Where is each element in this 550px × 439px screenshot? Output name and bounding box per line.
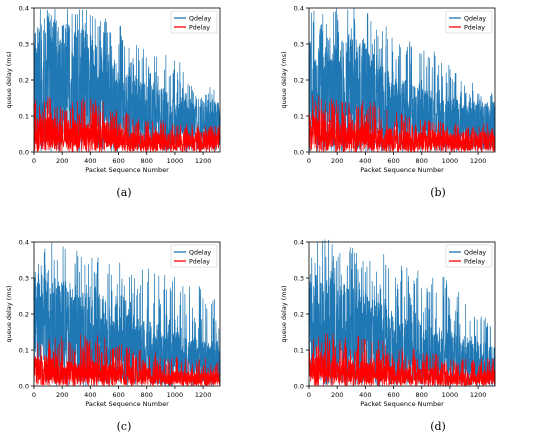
series-line-pdelay — [308, 94, 496, 153]
legend-label-qdelay: Qdelay — [464, 15, 486, 22]
legend-label-pdelay: Pdelay — [464, 24, 485, 31]
chart-panel-a: 0 200 400 600 800 1000 1200 0.0 0.1 0.2 0.3 0.4 Pack… — [0, 0, 275, 178]
x-tick-label: 0 — [307, 391, 311, 399]
series-line-pdelay — [33, 96, 221, 153]
legend-label-qdelay: Qdelay — [464, 249, 486, 256]
x-tick-label: 1200 — [470, 391, 487, 399]
plot-area — [308, 8, 496, 153]
x-tick-label: 200 — [56, 157, 68, 165]
y-tick-label: 0.1 — [19, 112, 29, 120]
panel-label-b: (b) — [430, 186, 446, 199]
x-axis-label: Packet Sequence Number — [85, 166, 169, 174]
x-tick-label: 600 — [387, 391, 399, 399]
y-tick-label: 0.2 — [19, 76, 29, 84]
legend-label-pdelay: Pdelay — [189, 24, 210, 31]
y-axis-label: queue delay (ms) — [5, 285, 13, 342]
chart-svg: 0 200 400 600 800 1000 1200 0.0 0.1 0.2 0.3 0.4 Pack… — [5, 4, 221, 174]
x-tick-label: 800 — [416, 157, 428, 165]
series-line-qdelay — [33, 9, 221, 152]
y-tick-label: 0.1 — [294, 346, 304, 354]
x-tick-label: 800 — [141, 391, 153, 399]
y-tick-label: 0.4 — [294, 238, 304, 246]
x-tick-label: 800 — [416, 391, 428, 399]
x-tick-label: 1000 — [442, 157, 459, 165]
x-tick-label: 0 — [32, 157, 36, 165]
y-tick-label: 0.4 — [294, 4, 304, 12]
plot-area — [33, 242, 221, 387]
y-tick-label: 0.0 — [19, 382, 29, 390]
x-tick-label: 1200 — [195, 157, 212, 165]
x-tick-label: 400 — [84, 391, 96, 399]
y-tick-label: 0.0 — [294, 382, 304, 390]
legend-label-qdelay: Qdelay — [189, 15, 211, 22]
chart-panel-c: 0 200 400 600 800 1000 1200 0.0 0.1 0.2 0.3 0.4 Pack… — [0, 234, 275, 412]
x-tick-label: 600 — [387, 157, 399, 165]
x-tick-label: 1000 — [167, 157, 184, 165]
x-tick-label: 200 — [331, 157, 343, 165]
x-tick-label: 600 — [112, 157, 124, 165]
y-axis-label: queue delay (ms) — [5, 51, 13, 108]
series-line-pdelay — [308, 333, 496, 387]
y-tick-label: 0.1 — [294, 112, 304, 120]
y-tick-label: 0.0 — [294, 148, 304, 156]
y-tick-label: 0.4 — [19, 238, 29, 246]
x-tick-label: 400 — [359, 391, 371, 399]
series-line-qdelay — [33, 242, 221, 386]
plot-area — [33, 9, 221, 153]
legend-label-pdelay: Pdelay — [189, 258, 210, 265]
y-tick-label: 0.3 — [294, 40, 304, 48]
legend: Qdelay Pdelay — [445, 10, 493, 34]
x-tick-label: 0 — [307, 157, 311, 165]
chart-svg: 0 200 400 600 800 1000 1200 0.0 0.1 0.2 0.3 0.4 Pack… — [280, 238, 496, 408]
legend: Qdelay Pdelay — [445, 244, 493, 268]
y-axis-label: queue delay (ms) — [280, 285, 288, 342]
x-tick-label: 200 — [56, 391, 68, 399]
legend: Qdelay Pdelay — [170, 10, 218, 34]
y-tick-label: 0.2 — [294, 310, 304, 318]
x-tick-label: 1200 — [470, 157, 487, 165]
x-axis-label: Packet Sequence Number — [360, 400, 444, 408]
chart-panel-d: 0 200 400 600 800 1000 1200 0.0 0.1 0.2 0.3 0.4 Pack… — [275, 234, 550, 412]
panel-label-d: (d) — [430, 420, 446, 433]
plot-area — [308, 239, 496, 387]
legend-label-qdelay: Qdelay — [189, 249, 211, 256]
x-tick-label: 400 — [359, 157, 371, 165]
y-tick-label: 0.2 — [294, 76, 304, 84]
x-tick-label: 200 — [331, 391, 343, 399]
panel-label-c: (c) — [116, 420, 132, 433]
y-tick-label: 0.3 — [19, 274, 29, 282]
y-tick-label: 0.0 — [19, 148, 29, 156]
x-axis-label: Packet Sequence Number — [85, 400, 169, 408]
series-line-pdelay — [33, 334, 221, 387]
x-tick-label: 400 — [84, 157, 96, 165]
x-tick-label: 800 — [141, 157, 153, 165]
chart-svg: 0 200 400 600 800 1000 1200 0.0 0.1 0.2 0.3 0.4 Pack… — [280, 4, 496, 174]
y-tick-label: 0.3 — [19, 40, 29, 48]
x-axis-label: Packet Sequence Number — [360, 166, 444, 174]
y-axis-label: queue delay (ms) — [280, 51, 288, 108]
chart-panel-b: 0 200 400 600 800 1000 1200 0.0 0.1 0.2 0.3 0.4 Pack… — [275, 0, 550, 178]
x-tick-label: 1000 — [167, 391, 184, 399]
y-tick-label: 0.4 — [19, 4, 29, 12]
y-tick-label: 0.2 — [19, 310, 29, 318]
y-tick-label: 0.1 — [19, 346, 29, 354]
x-tick-label: 1000 — [442, 391, 459, 399]
legend-label-pdelay: Pdelay — [464, 258, 485, 265]
chart-svg: 0 200 400 600 800 1000 1200 0.0 0.1 0.2 0.3 0.4 Pack… — [5, 238, 221, 408]
x-tick-label: 1200 — [195, 391, 212, 399]
panel-label-a: (a) — [116, 186, 132, 199]
y-tick-label: 0.3 — [294, 274, 304, 282]
legend: Qdelay Pdelay — [170, 244, 218, 268]
x-tick-label: 0 — [32, 391, 36, 399]
x-tick-label: 600 — [112, 391, 124, 399]
